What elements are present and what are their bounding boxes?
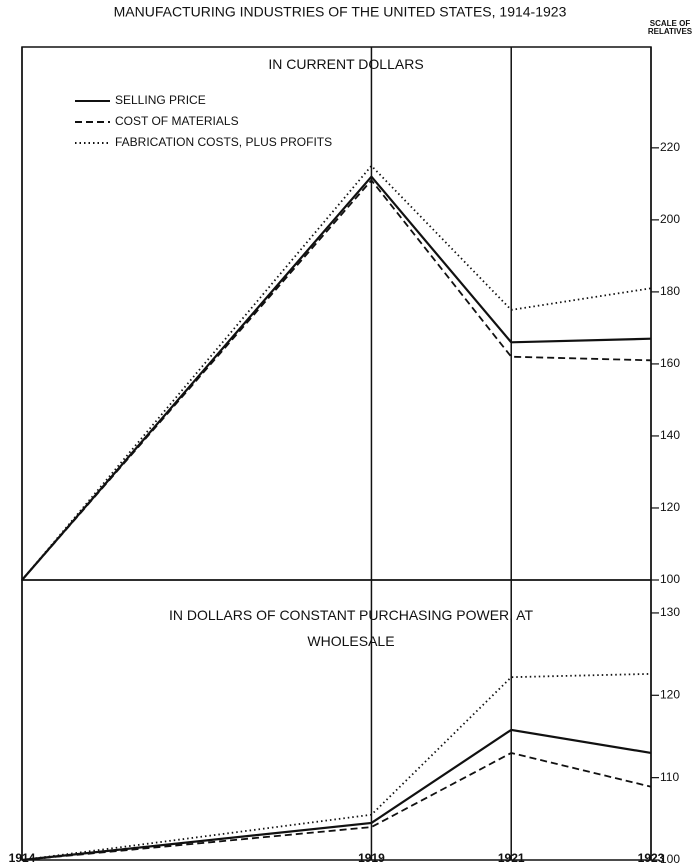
y-tick-label: 180: [660, 284, 680, 298]
y-tick-label: 160: [660, 356, 680, 370]
y-tick-label: 110: [660, 770, 679, 784]
y-tick-label: 100: [660, 852, 680, 866]
x-tick-label: 1921: [498, 851, 525, 865]
series-line: [21, 672, 652, 861]
legend-label: SELLING PRICE: [115, 93, 206, 107]
panel-title: IN CURRENT DOLLARS: [268, 56, 424, 72]
series-line: [21, 174, 652, 581]
y-tick-label: 140: [660, 428, 680, 442]
y-tick-label: 120: [660, 687, 680, 701]
panel-title: IN DOLLARS OF CONSTANT PURCHASING POWER,…: [168, 607, 534, 649]
legend-label: FABRICATION COSTS, PLUS PROFITS: [115, 135, 332, 149]
y-tick-label: 130: [660, 605, 680, 619]
y-tick-label: 120: [660, 500, 680, 514]
x-tick-label: 1914: [9, 851, 36, 865]
y-tick-label: 220: [660, 140, 680, 154]
series-line: [21, 728, 652, 862]
chart-title: MANUFACTURING INDUSTRIES OF THE UNITED S…: [114, 4, 567, 20]
series-line: [21, 164, 652, 581]
y-tick-label: 200: [660, 212, 680, 226]
x-tick-label: 1919: [358, 851, 385, 865]
series-line: [21, 178, 652, 581]
y-tick-label: 100: [660, 572, 680, 586]
series-line: [21, 751, 652, 861]
legend-label: COST OF MATERIALS: [115, 114, 239, 128]
y-axis-label: SCALE OF RELATIVES: [647, 19, 693, 36]
x-tick-label: 1923: [638, 851, 665, 865]
